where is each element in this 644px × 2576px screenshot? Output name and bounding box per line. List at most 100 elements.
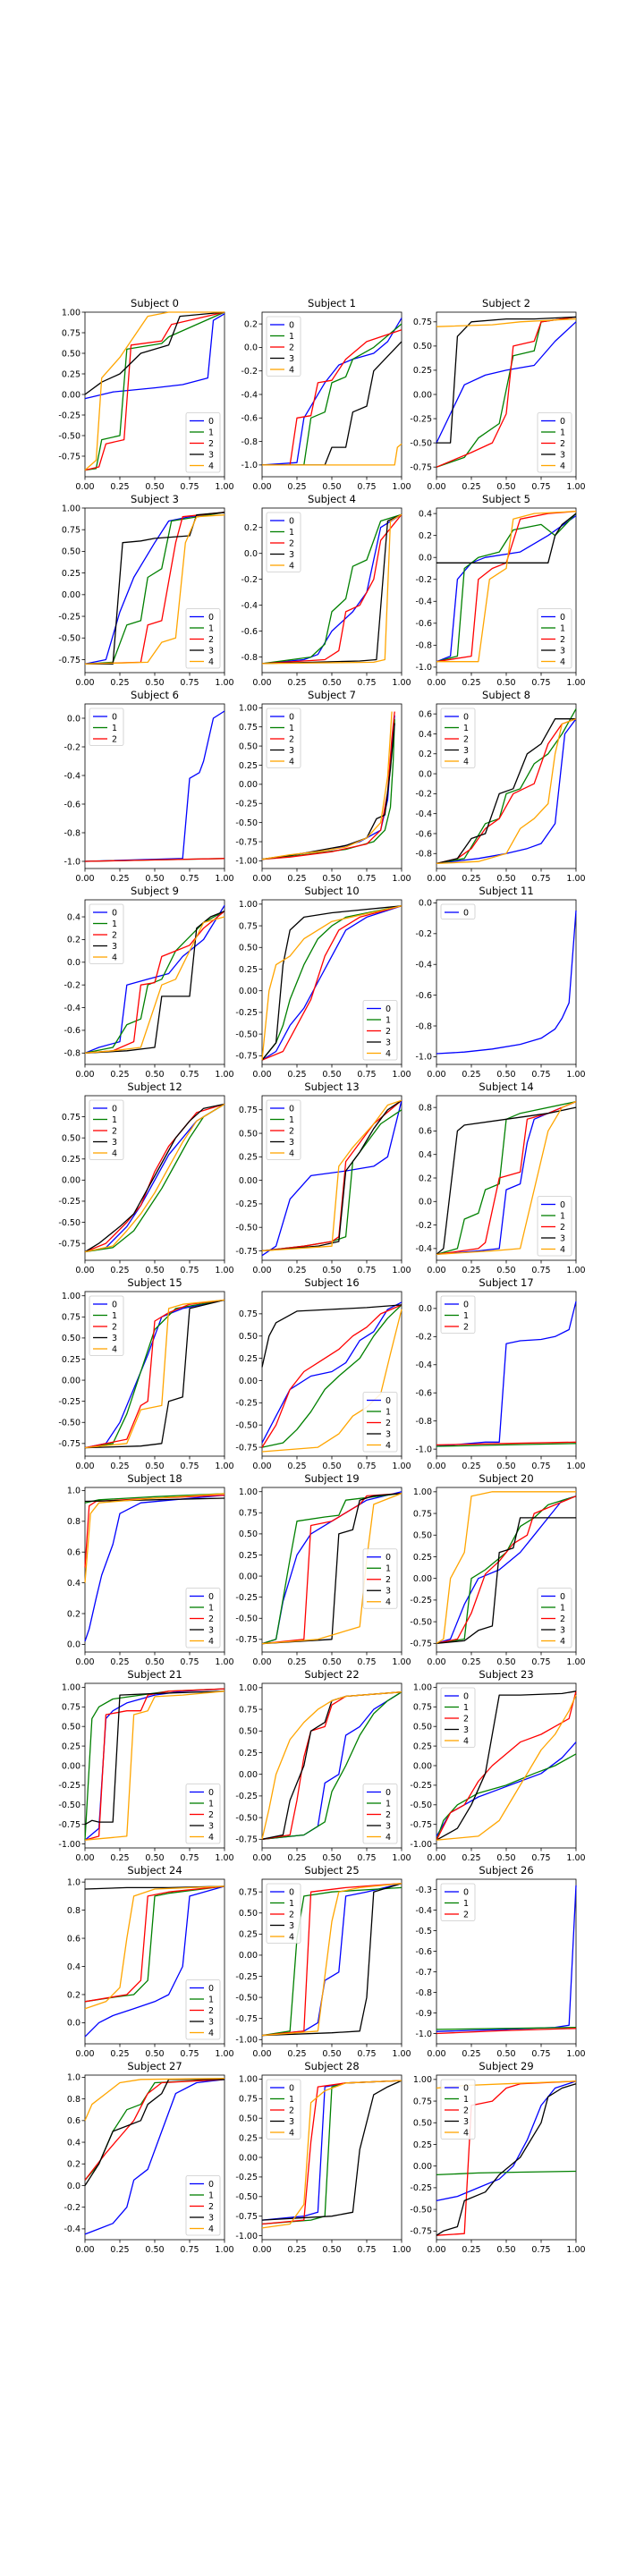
x-tick-label: 0.75	[531, 1657, 550, 1667]
x-tick-label: 0.25	[110, 1266, 129, 1275]
subplot-title: Subject 18	[127, 1472, 182, 1485]
x-tick-label: 0.25	[110, 2245, 129, 2255]
series-line-2	[436, 718, 577, 865]
y-tick-label: 0.6	[419, 709, 432, 719]
y-tick-label: 0.0	[67, 1640, 80, 1650]
x-tick-label: 0.75	[357, 1070, 376, 1080]
legend-label: 1	[560, 428, 565, 437]
x-tick-label: 0.25	[462, 2049, 480, 2059]
legend-label: 4	[386, 1597, 391, 1607]
y-tick-label: -0.50	[58, 634, 80, 644]
y-tick-label: 1.00	[239, 704, 258, 714]
y-tick-label: 0.50	[239, 1129, 258, 1139]
y-tick-label: -0.25	[58, 1197, 80, 1207]
y-tick-label: 1.00	[239, 900, 258, 910]
y-tick-label: 1.00	[62, 1292, 80, 1301]
y-tick-label: 0.00	[62, 390, 80, 400]
series-line-3	[436, 1517, 576, 1644]
legend-label: 0	[463, 908, 469, 918]
y-tick-label: 0.00	[239, 1770, 258, 1780]
y-tick-label: -0.50	[410, 1617, 432, 1627]
x-tick-label: 0.00	[252, 1462, 271, 1471]
x-tick-label: 0.50	[496, 1070, 515, 1080]
subplot-11: Subject 110.00 0.25 0.50 0.75 1.00-1.0-0.8-0…	[415, 885, 585, 1080]
y-tick-label: 0.2	[419, 531, 432, 541]
legend: 0 12	[440, 1295, 476, 1334]
legend-box	[185, 412, 221, 473]
series-line-0	[84, 2079, 225, 2235]
y-tick-label: 0.75	[62, 328, 80, 338]
y-tick-label: 0.75	[239, 1509, 258, 1519]
subplot-16: Subject 16 0.00 0.25 0.50 0.75 1.00 -0.75 -0.50…	[235, 1276, 411, 1471]
x-tick-label: 0.00	[75, 874, 94, 884]
series-line-1	[436, 1443, 577, 1447]
y-tick-label: 0.75	[239, 2095, 258, 2105]
legend-label: 0	[289, 1104, 294, 1114]
series-line-2	[436, 1496, 577, 1644]
x-tick-label: 1.00	[392, 1853, 411, 1863]
series-line-0	[261, 1100, 402, 1257]
x-tick-label: 0.00	[75, 1462, 94, 1471]
series-line-0	[436, 1301, 577, 1447]
x-tick-label: 0.75	[357, 2245, 376, 2255]
y-tick-label: -0.75	[58, 1439, 80, 1449]
subplot-19: Subject 19 0.00 0.25 0.50 0.75 1.00 -0.75 -0.50…	[235, 1472, 411, 1667]
x-tick-label: 0.50	[322, 678, 341, 688]
legend-label: 2	[463, 1910, 469, 1919]
y-tick-label: 0.25	[239, 2133, 258, 2143]
y-tick-label: 0.75	[413, 1509, 432, 1519]
x-tick-label: 0.75	[531, 1266, 550, 1275]
series-line-0	[261, 905, 402, 1061]
series-line-0	[84, 904, 225, 1054]
subplot-20: Subject 20 0.00 0.25 0.50 0.75 1.00 -0.75 -0.50…	[410, 1472, 585, 1667]
series-line-1	[84, 311, 225, 471]
series-line-4	[84, 514, 225, 665]
legend-label: 4	[289, 365, 294, 375]
x-tick-label: 0.00	[252, 482, 271, 492]
legend-label: 1	[463, 724, 469, 733]
legend-label: 4	[208, 2029, 214, 2038]
x-tick-label: 0.25	[462, 1462, 480, 1471]
legend-label: 0	[289, 712, 294, 722]
x-tick-label: 0.50	[496, 482, 515, 492]
legend-label: 3	[463, 746, 469, 756]
subplot-9: Subject 90.00 0.25 0.50 0.75 1.00-0.8-0.6-0.…	[64, 885, 233, 1080]
legend-label: 3	[112, 942, 117, 952]
x-tick-label: 0.50	[496, 1266, 515, 1275]
x-tick-label: 0.75	[531, 1853, 550, 1863]
series-line-4	[262, 443, 402, 466]
x-tick-label: 0.00	[75, 678, 94, 688]
legend-label: 1	[289, 2095, 294, 2105]
y-tick-label: 1.0	[67, 1487, 80, 1496]
x-tick-label: 1.00	[215, 2245, 233, 2255]
subplot-2: Subject 2 0.00 0.25 0.50 0.75 1.00 -0.75 -0.50 -…	[410, 297, 585, 492]
y-tick-label: -1.00	[235, 857, 258, 867]
legend-label: 4	[112, 1344, 117, 1354]
y-tick-label: -0.50	[235, 1030, 258, 1039]
subplot-7: Subject 7 0.00 0.25 0.50 0.75 1.00 -1.00 -0.75 -…	[235, 689, 411, 884]
y-tick-label: -0.50	[58, 1218, 80, 1228]
legend-label: 0	[463, 1300, 469, 1309]
legend-label: 1	[560, 1211, 565, 1221]
subplot-26: Subject 26 0.00 0.25 0.50 0.75 1.00 -1.0 -0.9 -0…	[415, 1864, 585, 2059]
subplot-13: Subject 13 0.00 0.25 0.50 0.75 1.00 -0.75 -0.50…	[235, 1080, 411, 1275]
legend-box	[440, 903, 476, 919]
series-line-4	[261, 513, 402, 665]
y-tick-label: -0.8	[241, 653, 258, 663]
y-tick-label: -0.4	[64, 771, 80, 781]
legend-box	[185, 608, 221, 669]
y-tick-label: 0.75	[62, 1113, 80, 1123]
y-tick-label: -0.3	[415, 1885, 432, 1895]
x-tick-label: 0.50	[322, 2245, 341, 2255]
x-tick-label: 0.50	[496, 1462, 515, 1471]
legend-label: 4	[289, 757, 294, 767]
series-line-1	[436, 2026, 577, 2030]
legend-label: 0	[386, 1553, 391, 1563]
y-tick-label: -0.50	[235, 1813, 258, 1823]
x-tick-label: 0.75	[180, 1657, 199, 1667]
x-tick-label: 0.50	[145, 2049, 164, 2059]
y-tick-label: -0.6	[415, 619, 432, 629]
